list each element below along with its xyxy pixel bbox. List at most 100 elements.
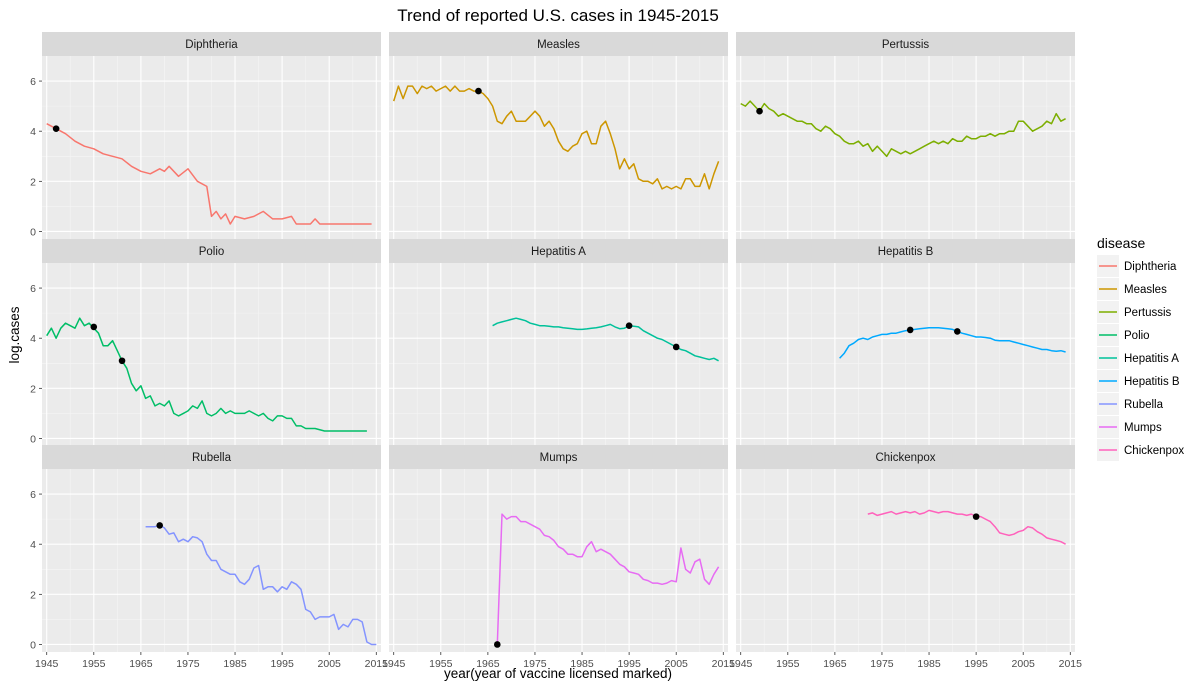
x-tick-label: 1985 — [917, 658, 941, 670]
strip-label-pertussis: Pertussis — [882, 39, 930, 51]
legend-label-diphtheria: Diphtheria — [1124, 261, 1177, 273]
panel-chickenpox: Chickenpox 1945 1955 1965 1975 1985 1995 2005 20… — [729, 445, 1082, 670]
vaccine-marker-rubella — [156, 522, 164, 529]
x-tick-label: 1945 — [729, 658, 753, 670]
x-tick-label: 1975 — [870, 658, 894, 670]
y-tick-label: 2 — [30, 176, 36, 188]
panel-hepatitis-b: Hepatitis B — [736, 239, 1075, 446]
series-line-pertussis — [740, 100, 1066, 158]
x-tick-label: 1975 — [523, 658, 547, 670]
vaccine-marker-chickenpox — [972, 513, 980, 520]
vaccine-marker-pertussis — [756, 107, 763, 115]
legend-item-hepatitis-a: Hepatitis A — [1097, 347, 1179, 369]
x-tick-label: 1975 — [176, 658, 200, 670]
y-tick-label: 0 — [30, 226, 36, 238]
vaccine-marker-polio — [118, 357, 126, 365]
panel-pertussis: Pertussis — [736, 32, 1075, 239]
legend-label-hepatitis-a: Hepatitis A — [1124, 353, 1179, 365]
legend-label-pertussis: Pertussis — [1124, 307, 1172, 319]
y-tick-label: 0 — [30, 639, 36, 651]
x-tick-label: 1995 — [270, 658, 294, 670]
x-tick-label: 1965 — [129, 658, 153, 670]
strip-label-hepatitis-b: Hepatitis B — [878, 246, 934, 258]
x-tick-label: 1965 — [823, 658, 847, 670]
panel-polio: Polio 0 2 4 6 — [30, 239, 381, 446]
legend-item-polio: Polio — [1097, 324, 1150, 346]
x-tick-label: 2005 — [1012, 658, 1036, 670]
panel-hepatitis-a: Hepatitis A — [389, 239, 728, 446]
strip-label-polio: Polio — [199, 246, 225, 258]
series-line-chickenpox — [867, 509, 1066, 545]
vaccine-marker-mumps — [493, 641, 501, 648]
x-tick-label: 1995 — [964, 658, 988, 670]
panel-diphtheria: Diphtheria 0 2 4 6 — [30, 32, 381, 239]
strip-label-measles: Measles — [537, 39, 580, 51]
strip-label-chickenpox: Chickenpox — [875, 452, 935, 464]
vaccine-marker-hepatitis-a — [625, 322, 633, 329]
x-tick-label: 1955 — [776, 658, 800, 670]
y-tick-label: 2 — [30, 383, 36, 395]
strip-rubella — [42, 445, 381, 469]
legend-title: disease — [1097, 235, 1145, 251]
strip-hepatitis-b — [736, 239, 1075, 263]
legend-item-diphtheria: Diphtheria — [1097, 255, 1177, 277]
vaccine-marker-hepatitis-b — [953, 328, 961, 335]
x-tick-label: 2015 — [1059, 658, 1083, 670]
chart-title: Trend of reported U.S. cases in 1945-201… — [397, 6, 719, 25]
legend-label-rubella: Rubella — [1124, 399, 1164, 411]
series-line-hepatitis-a — [492, 317, 719, 362]
legend-item-mumps: Mumps — [1097, 416, 1162, 438]
x-tick-label: 2015 — [712, 658, 736, 670]
panel-measles: Measles — [389, 32, 728, 239]
y-tick-label: 4 — [30, 333, 36, 345]
series-line-measles — [392, 85, 720, 190]
panel-rubella: Rubella 0 2 4 6 1945 1955 1965 1975 1985 1995 2005 2… — [30, 445, 388, 670]
series-line-mumps — [496, 513, 720, 645]
vaccine-marker-hepatitis-b — [906, 326, 914, 334]
strip-chickenpox — [736, 445, 1075, 469]
x-tick-label: 1985 — [223, 658, 247, 670]
y-tick-label: 2 — [30, 589, 36, 601]
x-tick-label: 1985 — [570, 658, 594, 670]
legend-item-hepatitis-b: Hepatitis B — [1097, 370, 1180, 392]
x-axis-title: year(year of vaccine licensed marked) — [444, 666, 672, 681]
strip-label-mumps: Mumps — [540, 452, 578, 464]
strip-polio — [42, 239, 381, 263]
y-tick-label: 6 — [30, 283, 36, 295]
x-tick-label: 2005 — [665, 658, 689, 670]
series-line-rubella — [145, 524, 377, 646]
vaccine-marker-polio — [90, 323, 98, 331]
legend-label-measles: Measles — [1124, 284, 1167, 296]
strip-diphtheria — [42, 32, 381, 56]
strip-label-rubella: Rubella — [192, 452, 232, 464]
x-tick-label: 1945 — [35, 658, 59, 670]
vaccine-marker-diphtheria — [52, 125, 60, 132]
strip-hepatitis-a — [389, 239, 728, 263]
y-axis-title: log.cases — [7, 306, 22, 363]
vaccine-marker-hepatitis-a — [672, 343, 680, 351]
legend-label-mumps: Mumps — [1124, 422, 1162, 434]
y-tick-label: 6 — [30, 76, 36, 88]
x-tick-label: 1955 — [82, 658, 106, 670]
y-tick-label: 0 — [30, 433, 36, 445]
strip-label-diphtheria: Diphtheria — [185, 39, 238, 51]
x-tick-label: 1995 — [617, 658, 641, 670]
legend-item-chickenpox: Chickenpox — [1097, 439, 1184, 461]
x-tick-label: 1955 — [429, 658, 453, 670]
legend-label-chickenpox: Chickenpox — [1124, 445, 1184, 457]
series-line-hepatitis-b — [839, 326, 1066, 359]
vaccine-marker-measles — [475, 87, 482, 95]
legend-label-hepatitis-b: Hepatitis B — [1124, 376, 1180, 388]
strip-pertussis — [736, 32, 1075, 56]
facet-panels: Diphtheria 0 2 4 6 Measles Pertussis Polio 0 2 4 6 H… — [30, 32, 1082, 670]
x-tick-label: 2015 — [365, 658, 389, 670]
legend-label-polio: Polio — [1124, 330, 1150, 342]
legend: disease Diphtheria Measles Pertussis Polio H… — [1097, 235, 1184, 461]
legend-item-pertussis: Pertussis — [1097, 301, 1172, 323]
series-line-diphtheria — [46, 123, 372, 225]
strip-mumps — [389, 445, 728, 469]
panel-mumps: Mumps 1945 1955 1965 1975 1985 1995 2005 2015 — [382, 445, 735, 670]
legend-item-rubella: Rubella — [1097, 393, 1164, 415]
strip-label-hepatitis-a: Hepatitis A — [531, 246, 586, 258]
